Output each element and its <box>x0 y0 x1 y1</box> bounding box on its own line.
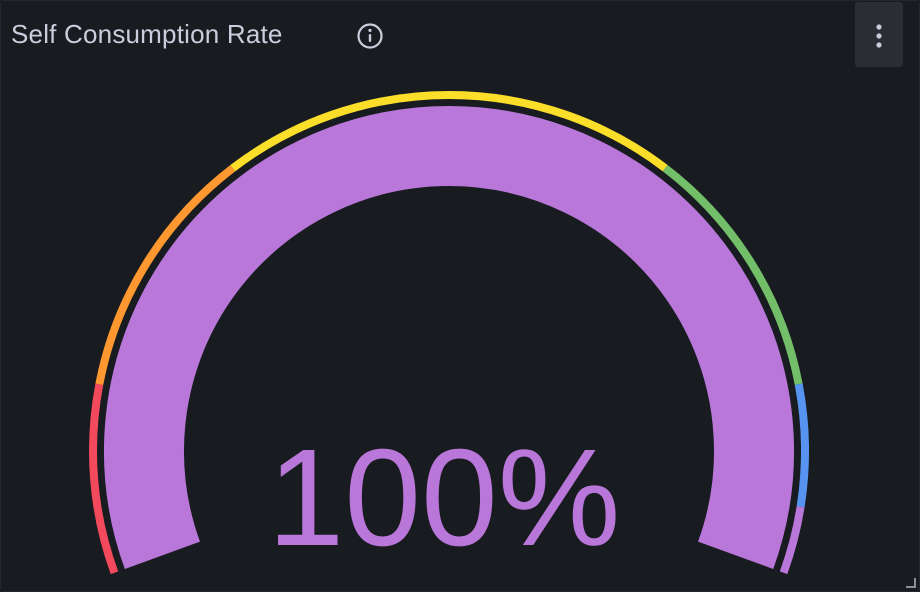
gauge-value-text: 100% <box>268 421 621 575</box>
gauge-threshold-segment <box>89 383 119 575</box>
panel-title: Self Consumption Rate <box>11 19 283 49</box>
gauge-threshold-band <box>89 90 809 575</box>
panel-menu-button[interactable] <box>855 2 903 67</box>
panel-header: Self Consumption Rate <box>1 1 919 69</box>
resize-handle-icon[interactable] <box>903 575 917 589</box>
gauge-threshold-segment <box>662 165 803 386</box>
gauge-threshold-segment <box>779 506 805 575</box>
gauge-threshold-segment <box>794 383 809 508</box>
gauge-threshold-segment <box>230 90 668 172</box>
kebab-menu-icon <box>876 24 882 48</box>
gauge-value-arc <box>104 106 794 569</box>
gauge-threshold-segment <box>95 165 236 386</box>
info-circle-icon[interactable] <box>356 22 384 50</box>
